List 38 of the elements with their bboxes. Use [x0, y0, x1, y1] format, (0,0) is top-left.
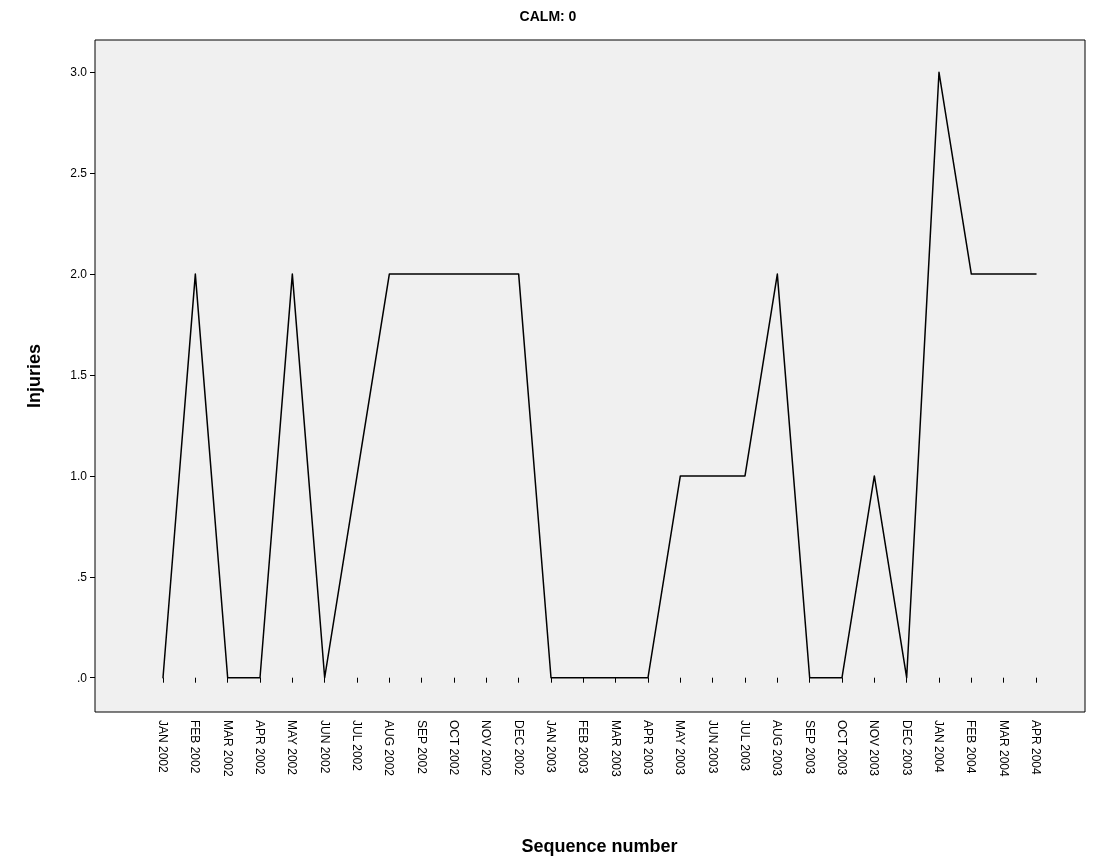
x-tick-label: AUG 2002 [382, 720, 397, 777]
x-tick-label: JUL 2003 [738, 720, 752, 772]
x-tick-label: JUL 2002 [350, 720, 364, 772]
x-tick-label: SEP 2002 [414, 720, 429, 775]
x-tick-label: JAN 2002 [156, 720, 170, 774]
y-axis-title: Injuries [24, 343, 44, 409]
y-tick-label: 2.0 [70, 267, 88, 282]
x-tick-label: FEB 2004 [964, 720, 979, 774]
x-tick-label: FEB 2002 [188, 720, 203, 774]
x-tick-label: AUG 2003 [770, 720, 785, 777]
x-tick-label: MAR 2002 [220, 720, 235, 778]
x-tick-label: APR 2004 [1029, 720, 1043, 776]
x-tick-label: MAY 2003 [673, 720, 688, 776]
x-tick-label: MAR 2004 [996, 720, 1011, 778]
x-tick-label: JUN 2003 [705, 720, 720, 774]
y-tick-label: 3.0 [70, 65, 88, 80]
x-tick-label: APR 2002 [253, 720, 267, 776]
x-tick-label: DEC 2003 [899, 720, 914, 776]
x-tick-label: JAN 2004 [932, 720, 946, 774]
y-tick-label: 2.5 [70, 166, 88, 181]
x-tick-label: NOV 2002 [479, 720, 494, 777]
x-tick-label: NOV 2003 [867, 720, 882, 777]
chart-title: CALM: 0 [519, 8, 577, 24]
x-tick-label: APR 2003 [641, 720, 655, 776]
x-tick-label: JAN 2003 [544, 720, 558, 774]
x-tick-label: OCT 2003 [835, 720, 849, 776]
x-tick-label: SEP 2003 [802, 720, 817, 775]
x-tick-label: MAY 2002 [285, 720, 300, 776]
y-tick-label: 1.0 [70, 468, 88, 483]
y-tick-label: .5 [76, 569, 88, 584]
x-tick-label: JUN 2002 [317, 720, 332, 774]
x-tick-label: FEB 2003 [576, 720, 591, 774]
x-tick-label: OCT 2002 [447, 720, 461, 776]
y-tick-label: 1.5 [70, 367, 88, 382]
x-tick-label: DEC 2002 [511, 720, 526, 776]
x-tick-label: MAR 2003 [608, 720, 623, 778]
x-axis-title: Sequence number [521, 836, 678, 856]
y-tick-label: .0 [76, 670, 88, 685]
